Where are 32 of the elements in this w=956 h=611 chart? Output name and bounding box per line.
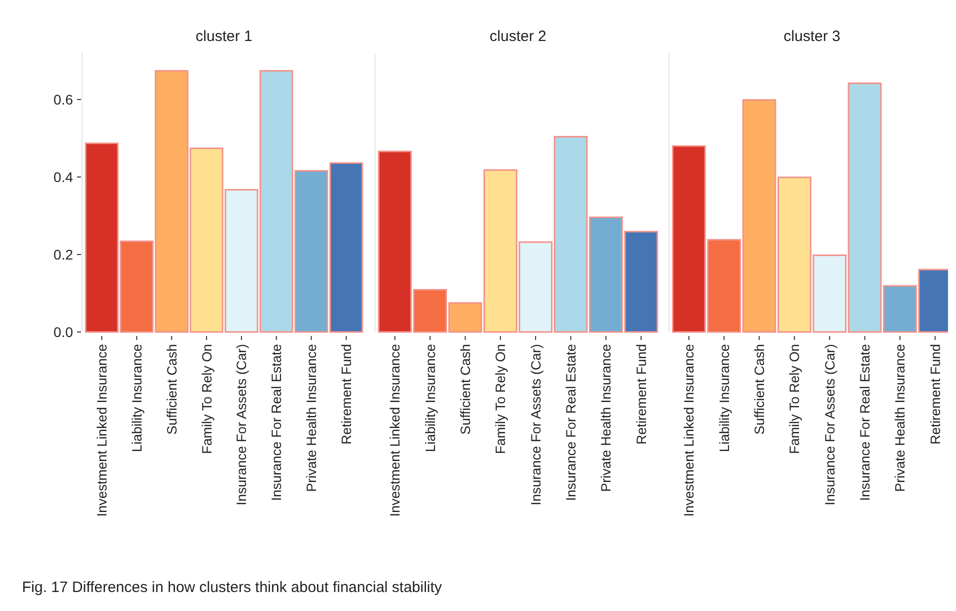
y-tick-label: 0.2 <box>54 246 74 262</box>
x-tick-label: Sufficient Cash <box>752 344 767 435</box>
x-tick-label: Family To Rely On <box>199 344 214 454</box>
x-tick-label: Liability Insurance <box>129 344 144 452</box>
x-tick-label: Retirement Fund <box>338 344 354 445</box>
x-tick-label: Investment Linked Insurance <box>94 344 110 517</box>
x-tick-label: Insurance For Real Estate <box>269 344 284 501</box>
x-tick-label: Family To Rely On <box>493 344 508 454</box>
x-tick-label: Private Health Insurance <box>892 344 908 492</box>
x-tick-label: Insurance For Assets (Car) <box>234 344 250 506</box>
x-tick-label: Liability Insurance <box>422 344 438 452</box>
chart-title: cluster 3 <box>784 28 840 45</box>
caption: Fig. 17 Differences in how clusters think about financial stability <box>22 579 442 596</box>
x-tick-label: Insurance For Assets (Car) <box>528 344 544 506</box>
x-tick-label: Private Health Insurance <box>598 344 614 492</box>
y-tick-label: 0.4 <box>54 168 74 185</box>
x-tick-label: Family To Rely On <box>787 344 802 454</box>
x-tick-label: Private Health Insurance <box>304 344 320 492</box>
x-tick-label: Insurance For Real Estate <box>857 344 872 501</box>
x-tick-label: Investment Linked Insurance <box>682 344 697 517</box>
x-tick-label: Retirement Fund <box>634 344 649 445</box>
y-tick-label: 0.6 <box>54 91 74 108</box>
x-tick-label: Insurance For Assets (Car) <box>822 344 838 506</box>
x-tick-label: Liability Insurance <box>716 344 732 452</box>
y-tick-label: 0.0 <box>54 324 74 340</box>
x-tick-label: Sufficient Cash <box>458 344 473 435</box>
x-tick-label: Investment Linked Insurance <box>388 344 403 517</box>
x-tick-label: Retirement Fund <box>928 344 943 445</box>
chart-title: cluster 2 <box>490 28 546 45</box>
chart-title: cluster 1 <box>196 28 252 45</box>
x-tick-label: Insurance For Real Estate <box>563 344 578 501</box>
x-tick-label: Sufficient Cash <box>164 344 180 435</box>
